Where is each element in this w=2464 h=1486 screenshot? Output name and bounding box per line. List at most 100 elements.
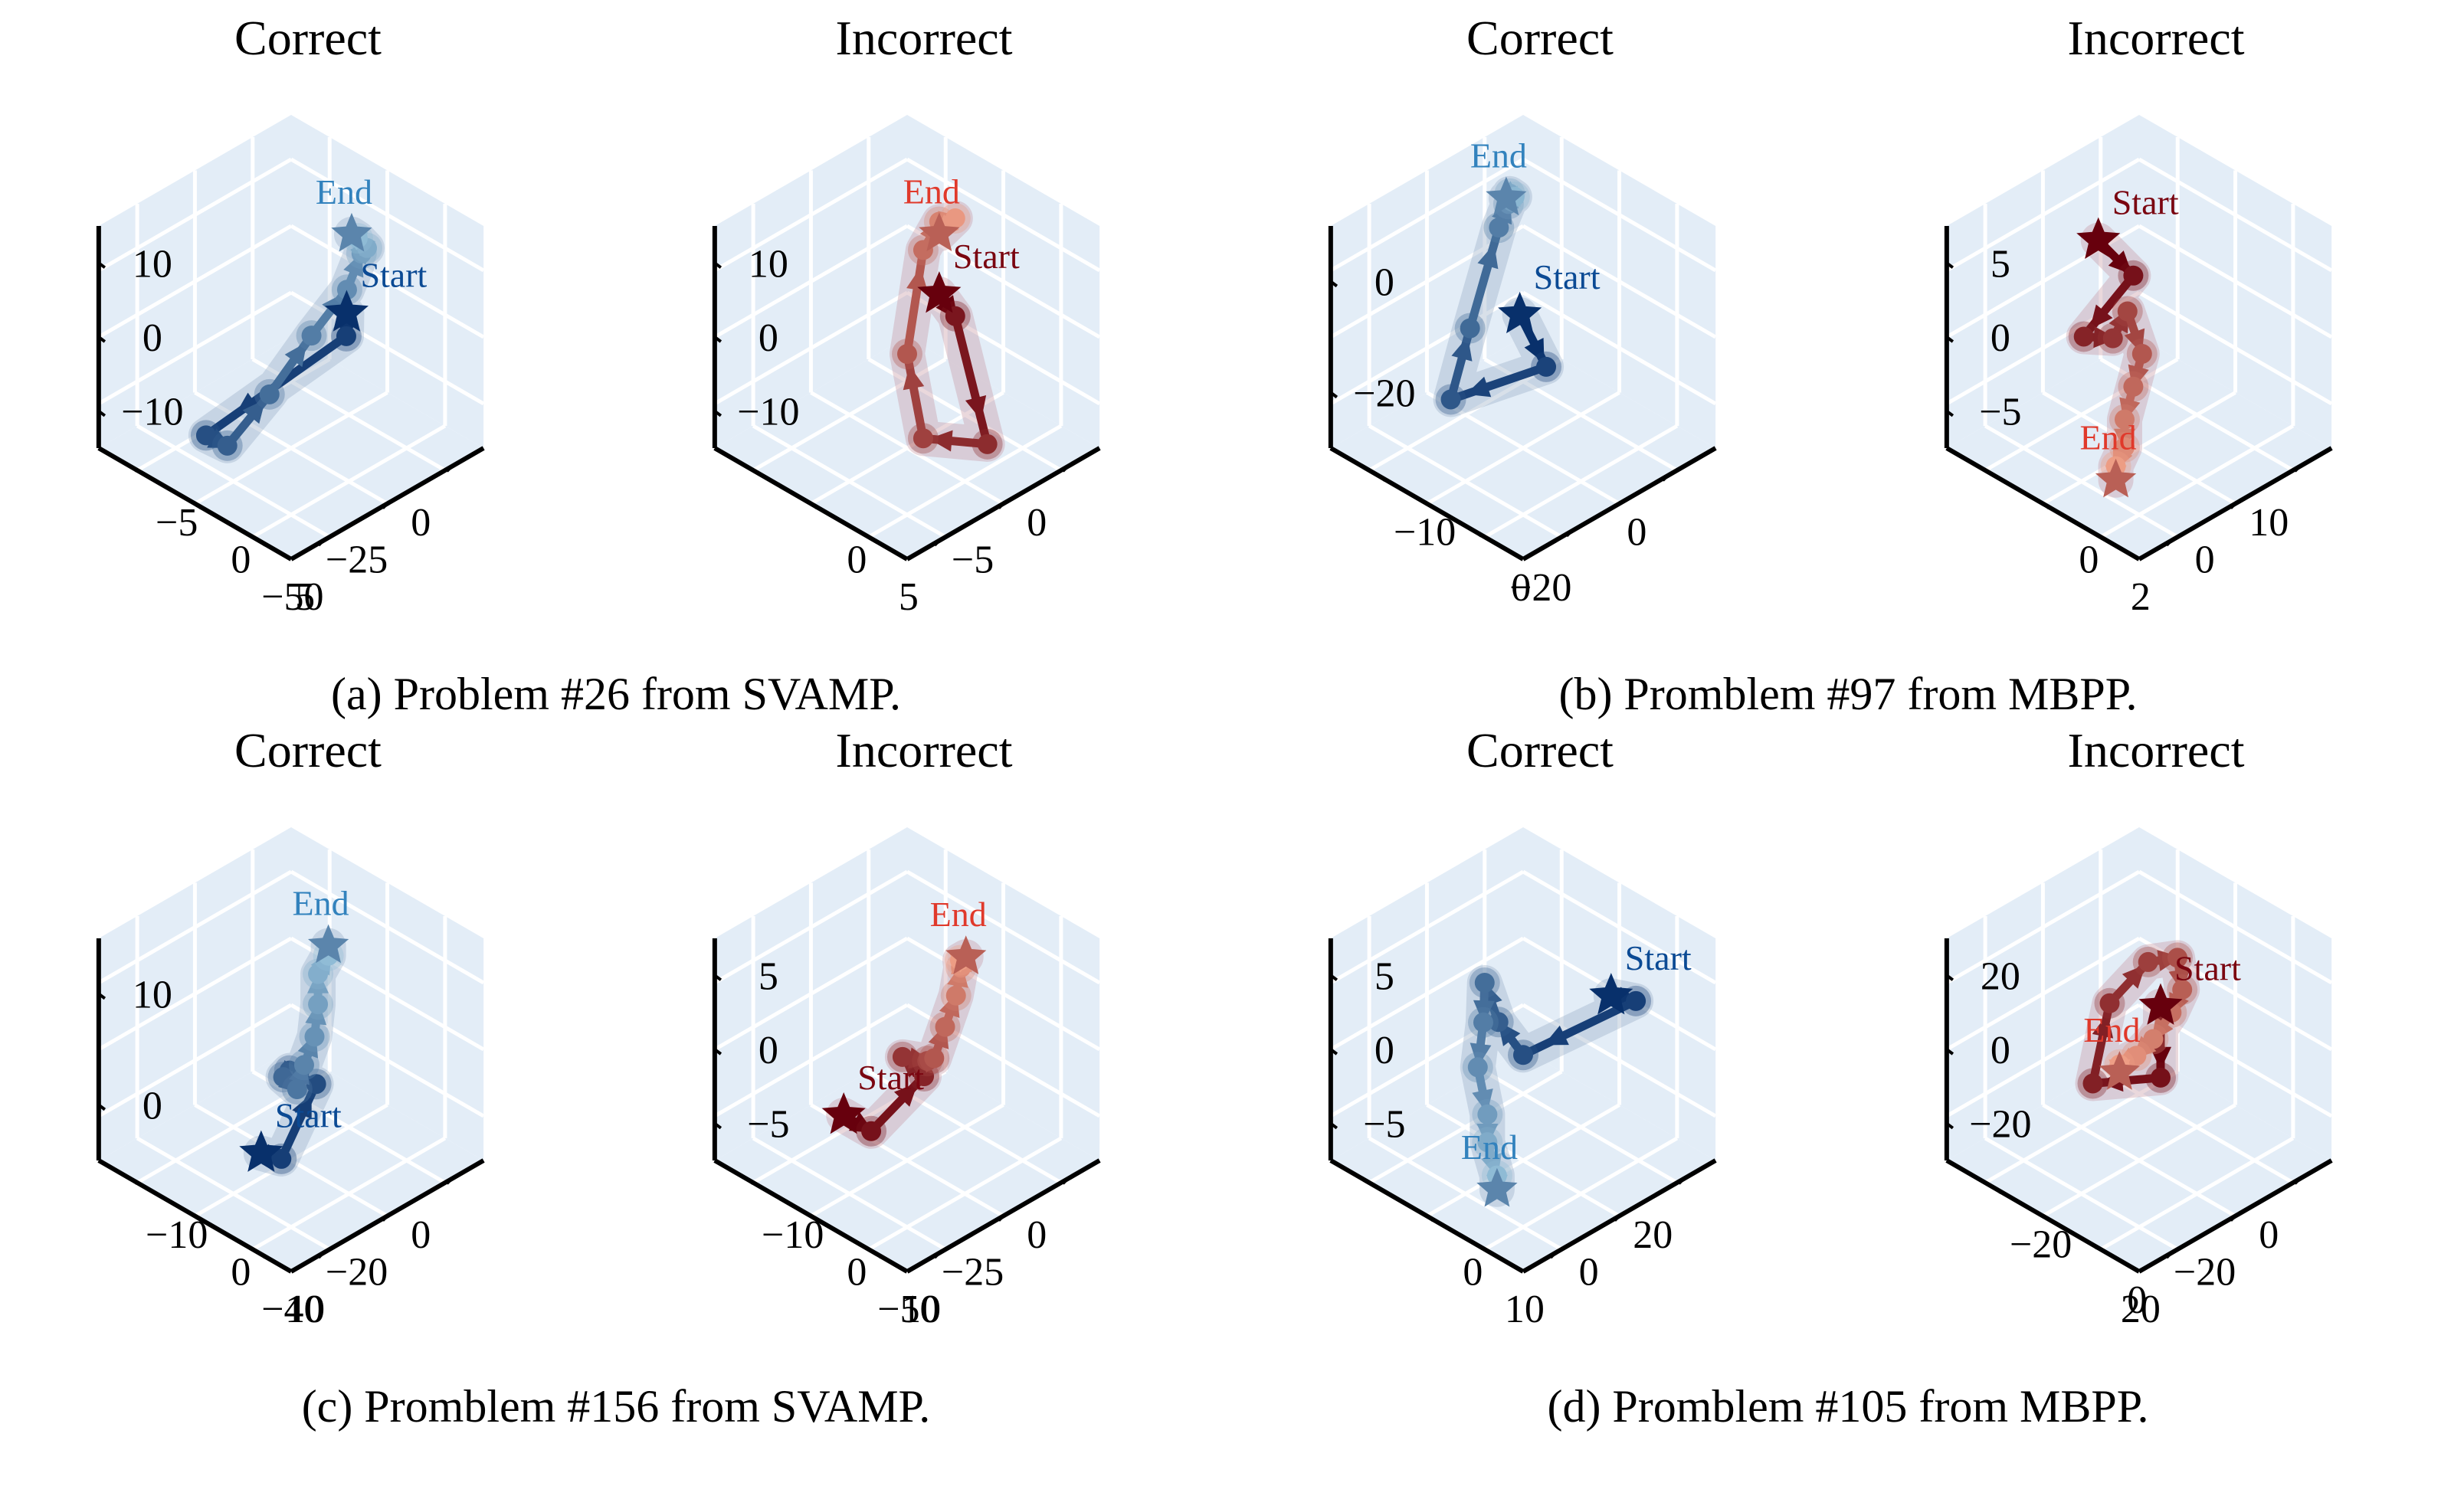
waypoint-marker [1488, 1012, 1509, 1033]
y-tick-label: −20 [2010, 1223, 2072, 1266]
waypoint-marker [1477, 1104, 1498, 1124]
z-tick-label-mark [1329, 280, 1338, 288]
direction-arrow [2149, 1046, 2171, 1070]
gridline [867, 424, 1063, 539]
waypoint-marker [935, 1016, 955, 1037]
y-tick-label-mark [1994, 1187, 2002, 1194]
end-star-marker [2095, 458, 2137, 498]
subplot-a-correct: Correct 0 −25 −50 5 0 −5 −10 0 10 Start End [0, 0, 616, 659]
z-tick-label: 0 [1375, 1029, 1394, 1072]
x-tick-label: 0 [1027, 501, 1047, 545]
z-tick-label: 0 [759, 1029, 778, 1072]
z-tick-label: −5 [1979, 391, 2021, 434]
y-tick-label: −5 [156, 501, 198, 545]
waypoint-marker [1477, 1132, 1498, 1153]
start-label: Start [1534, 257, 1601, 296]
gridline [752, 1136, 947, 1252]
waypoint-marker [945, 208, 965, 228]
x-tick-label-mark [2165, 539, 2173, 547]
start-star-marker [1589, 973, 1633, 1015]
direction-arrow [1543, 1025, 1569, 1046]
y-tick-label-mark [1426, 1214, 1434, 1223]
y-tick-label-mark [810, 502, 818, 510]
waypoint-marker [1473, 1012, 1493, 1033]
waypoint-marker [2172, 979, 2193, 1000]
z-tick-label: 0 [1375, 261, 1394, 305]
waypoint-marker [861, 1121, 882, 1141]
x-tick-label: −25 [942, 1251, 1004, 1295]
waypoint-marker [1460, 318, 1480, 339]
trajectory-segment [1519, 997, 1640, 1059]
direction-arrow [1466, 376, 1492, 398]
y-axis [1945, 1158, 2141, 1274]
direction-arrow [2108, 250, 2132, 275]
x-tick-label: −50 [877, 1288, 939, 1331]
gridline [906, 869, 1101, 985]
subplot-title: Correct [1466, 723, 1614, 777]
gridline [810, 391, 1004, 506]
subplot-d-correct: Correct 20 0 10 0 −5 0 5 Start End [1232, 712, 1848, 1371]
y-tick-label: 0 [847, 538, 867, 582]
waypoint-marker [2167, 948, 2187, 968]
start-star-marker [1498, 291, 1542, 334]
y-tick-label: 10 [285, 1288, 325, 1331]
gridline [1984, 1136, 2179, 1252]
start-star-marker [821, 1092, 866, 1134]
start-label: Start [2112, 183, 2179, 222]
gridline [1483, 424, 1679, 539]
z-tick-label: 20 [1981, 954, 2020, 998]
gridline [1368, 1136, 1563, 1252]
direction-arrow [903, 365, 925, 391]
y-tick-label: 10 [901, 1288, 941, 1331]
start-label: Start [1625, 938, 1692, 977]
direction-arrow [929, 430, 953, 452]
y-tick-label: −10 [1394, 510, 1456, 554]
gridline [2099, 1136, 2295, 1252]
waypoint-marker [945, 985, 966, 1006]
x-tick-label: 0 [411, 1213, 431, 1257]
x-tick-label: −25 [326, 538, 388, 582]
y-tick-label: −10 [146, 1213, 208, 1257]
waypoint-marker [1626, 990, 1646, 1011]
z-tick-label-mark [713, 1048, 722, 1056]
y-tick-label-mark [194, 502, 202, 510]
waypoint-marker [2138, 951, 2158, 972]
waypoint-marker [271, 1148, 292, 1169]
x-tick-label-mark [998, 1215, 1004, 1222]
z-tick-label-mark [1945, 1122, 1954, 1130]
waypoint-marker [293, 1055, 314, 1075]
waypoint-marker [273, 1067, 293, 1088]
subplot-c-incorrect: Incorrect 0 −25 −50 10 0 −10 −5 0 5 Start End [616, 712, 1232, 1371]
waypoint-marker [217, 435, 238, 456]
x-tick-label: 0 [1027, 1213, 1047, 1257]
waypoint-marker [2102, 328, 2123, 349]
direction-arrow [2092, 1013, 2114, 1039]
gridline [194, 391, 388, 506]
start-label: Start [275, 1096, 342, 1135]
subplot-b-incorrect: Incorrect 10 0 2 0 −5 0 5 Start End [1848, 0, 2464, 659]
z-tick-label-mark [1329, 391, 1338, 399]
subplot-d-incorrect: Incorrect 0 −20 20 0 −20 −20 0 20 Start End [1848, 712, 2464, 1371]
subplot-title: Incorrect [2067, 723, 2245, 777]
z-tick-label-mark [1945, 261, 1954, 269]
gridline [810, 1103, 1004, 1218]
direction-arrow [906, 267, 928, 292]
end-star-marker [919, 212, 960, 252]
x-tick-label-mark [1677, 1177, 1685, 1185]
waypoint-marker [2082, 1073, 2103, 1094]
direction-arrow [2089, 304, 2113, 329]
x-tick-label-mark [2293, 465, 2301, 473]
gridline [2138, 157, 2333, 273]
waypoint-marker [2126, 1046, 2147, 1066]
z-tick-label: 10 [133, 242, 172, 286]
gridline [1329, 869, 1525, 985]
subplot-title: Correct [1466, 11, 1614, 65]
gridline [2042, 391, 2236, 506]
end-label: End [2080, 418, 2137, 457]
y-tick-label-mark [745, 1177, 754, 1185]
direction-arrow [1473, 1000, 1495, 1024]
z-tick-label: −10 [121, 391, 183, 434]
gridline [136, 424, 331, 539]
y-tick-label: 0 [231, 538, 251, 582]
